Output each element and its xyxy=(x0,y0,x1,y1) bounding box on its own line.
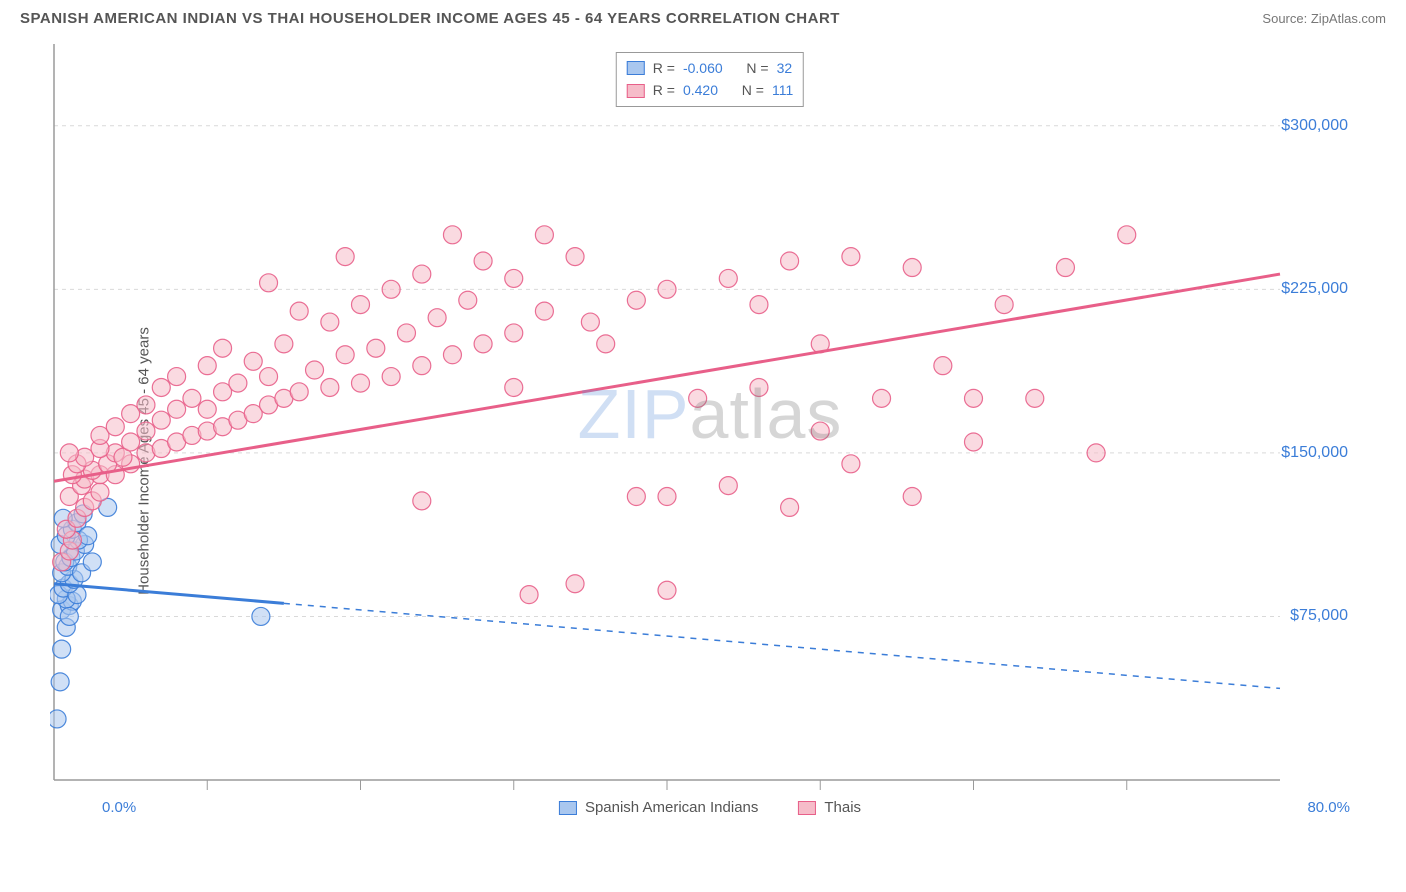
y-tick-label: $75,000 xyxy=(1290,607,1348,625)
chart-area: Householder Income Ages 45 - 64 years ZI… xyxy=(0,30,1406,892)
legend-bottom-label-0: Spanish American Indians xyxy=(585,799,758,816)
x-axis-max-label: 80.0% xyxy=(1307,799,1350,816)
legend-r-value-0: -0.060 xyxy=(683,57,723,79)
legend-r-label-0: R = xyxy=(653,57,675,79)
legend-n-label-0: N = xyxy=(746,57,768,79)
legend-bottom-swatch-0 xyxy=(559,801,577,815)
source-label: Source: xyxy=(1262,11,1307,26)
chart-title: SPANISH AMERICAN INDIAN VS THAI HOUSEHOL… xyxy=(20,10,840,27)
legend-r-label-1: R = xyxy=(653,79,675,101)
y-tick-label: $150,000 xyxy=(1281,444,1348,462)
legend-r-value-1: 0.420 xyxy=(683,79,718,101)
y-tick-label: $300,000 xyxy=(1281,117,1348,135)
legend-n-value-0: 32 xyxy=(777,57,793,79)
legend-series: Spanish American Indians Thais xyxy=(559,799,861,816)
chart-source: Source: ZipAtlas.com xyxy=(1262,11,1386,26)
source-name: ZipAtlas.com xyxy=(1311,11,1386,26)
legend-swatch-1 xyxy=(627,84,645,98)
scatter-chart xyxy=(50,40,1370,820)
legend-bottom-label-1: Thais xyxy=(824,799,861,816)
legend-bottom-item-0: Spanish American Indians xyxy=(559,799,758,816)
legend-n-value-1: 111 xyxy=(772,79,793,101)
legend-bottom-item-1: Thais xyxy=(798,799,861,816)
legend-swatch-0 xyxy=(627,61,645,75)
plot-area: ZIPatlas R = -0.060 N = 32 R = 0.420 N =… xyxy=(50,40,1370,820)
legend-row-series-1: R = 0.420 N = 111 xyxy=(627,79,793,101)
legend-bottom-swatch-1 xyxy=(798,801,816,815)
legend-n-label-1: N = xyxy=(742,79,764,101)
chart-header: SPANISH AMERICAN INDIAN VS THAI HOUSEHOL… xyxy=(0,0,1406,27)
legend-row-series-0: R = -0.060 N = 32 xyxy=(627,57,793,79)
y-tick-label: $225,000 xyxy=(1281,280,1348,298)
x-axis-min-label: 0.0% xyxy=(102,799,136,816)
legend-correlation: R = -0.060 N = 32 R = 0.420 N = 111 xyxy=(616,52,804,107)
